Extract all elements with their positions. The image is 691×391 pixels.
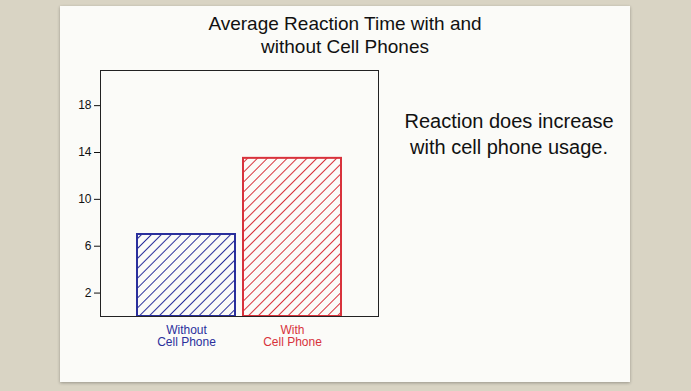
svg-text:6: 6 (85, 239, 92, 253)
svg-text:10: 10 (78, 192, 92, 206)
svg-text:18: 18 (78, 98, 92, 112)
svg-text:2: 2 (85, 286, 92, 300)
svg-text:WithoutCell Phone: WithoutCell Phone (157, 323, 216, 349)
html-text:Reaction does increase with ce: Reaction does increase with cell phone u… (404, 110, 614, 158)
svg-text:WithCell Phone: WithCell Phone (263, 323, 322, 349)
html-text:Average Reaction Time with and: Average Reaction Time with and without C… (208, 13, 482, 57)
svg-text:14: 14 (78, 145, 92, 159)
